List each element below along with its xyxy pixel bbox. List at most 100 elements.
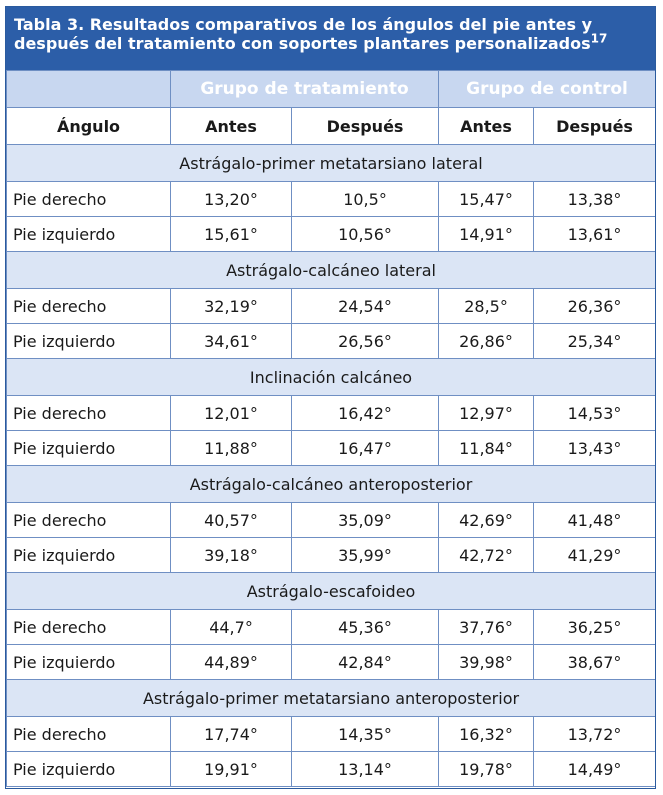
cell-control-after: 26,36°: [533, 288, 655, 324]
cell-treatment-after: 42,84°: [290, 644, 440, 680]
column-header-treatment-before: Antes: [170, 107, 292, 145]
column-header-angle: Ángulo: [6, 107, 171, 145]
group-header-blank: [6, 70, 171, 108]
table-row: Pie izquierdo 39,18° 35,99° 42,72° 41,29°: [6, 537, 655, 573]
table-row: Pie derecho 32,19° 24,54° 28,5° 26,36°: [6, 288, 655, 324]
table-frame: Tabla 3. Resultados comparativos de los …: [5, 6, 656, 789]
table-row: Pie izquierdo 44,89° 42,84° 39,98° 38,67°: [6, 644, 655, 680]
cell-control-before: 26,86°: [438, 323, 535, 359]
cell-treatment-after: 13,14°: [290, 751, 440, 787]
column-header-control-after: Después: [533, 107, 655, 145]
cell-treatment-after: 24,54°: [290, 288, 440, 324]
table-row: Pie izquierdo 15,61° 10,56° 14,91° 13,61°: [6, 216, 655, 252]
cell-treatment-before: 19,91°: [170, 751, 292, 787]
cell-treatment-before: 32,19°: [170, 288, 292, 324]
cell-control-after: 13,72°: [533, 716, 655, 752]
section-title: Astrágalo-escafoideo: [6, 572, 655, 610]
section-header-row: Inclinación calcáneo: [6, 358, 655, 396]
section-title: Astrágalo-calcáneo lateral: [6, 251, 655, 289]
cell-treatment-before: 13,20°: [170, 181, 292, 217]
group-control-header: Grupo de control: [438, 70, 655, 108]
table-row: Pie derecho 40,57° 35,09° 42,69° 41,48°: [6, 502, 655, 538]
column-header-control-before: Antes: [438, 107, 535, 145]
cell-control-before: 37,76°: [438, 609, 535, 645]
table-title: Tabla 3. Resultados comparativos de los …: [6, 7, 655, 70]
cell-control-after: 13,61°: [533, 216, 655, 252]
section-header-row: Astrágalo-escafoideo: [6, 572, 655, 610]
section-title: Inclinación calcáneo: [6, 358, 655, 396]
cell-treatment-before: 44,89°: [170, 644, 292, 680]
table-row: Pie derecho 17,74° 14,35° 16,32° 13,72°: [6, 716, 655, 752]
row-label: Pie derecho: [6, 609, 171, 645]
cell-control-after: 14,49°: [533, 751, 655, 787]
results-table-body: Grupo de tratamiento Grupo de control Án…: [6, 70, 655, 787]
cell-control-before: 16,32°: [438, 716, 535, 752]
cell-treatment-after: 26,56°: [290, 323, 440, 359]
section-header-row: Astrágalo-primer metatarsiano lateral: [6, 144, 655, 182]
cell-treatment-before: 15,61°: [170, 216, 292, 252]
cell-control-after: 14,53°: [533, 395, 655, 431]
cell-control-after: 38,67°: [533, 644, 655, 680]
group-treatment-header: Grupo de tratamiento: [169, 70, 440, 108]
cell-treatment-after: 10,5°: [290, 181, 440, 217]
section-header-row: Astrágalo-calcáneo anteroposterior: [6, 465, 655, 503]
row-label: Pie izquierdo: [6, 751, 171, 787]
row-label: Pie derecho: [6, 502, 171, 538]
cell-control-before: 11,84°: [438, 430, 535, 466]
cell-treatment-before: 40,57°: [170, 502, 292, 538]
cell-treatment-before: 44,7°: [170, 609, 292, 645]
cell-control-after: 13,38°: [533, 181, 655, 217]
table-title-reference: 17: [590, 31, 608, 46]
section-title: Astrágalo-calcáneo anteroposterior: [6, 465, 655, 503]
cell-treatment-before: 17,74°: [170, 716, 292, 752]
cell-treatment-before: 39,18°: [170, 537, 292, 573]
cell-control-before: 15,47°: [438, 181, 535, 217]
table-row: Pie izquierdo 34,61° 26,56° 26,86° 25,34°: [6, 323, 655, 359]
cell-control-before: 39,98°: [438, 644, 535, 680]
table-row: Pie izquierdo 19,91° 13,14° 19,78° 14,49°: [6, 751, 655, 787]
cell-control-before: 14,91°: [438, 216, 535, 252]
results-table: Grupo de tratamiento Grupo de control Án…: [6, 70, 655, 787]
cell-treatment-after: 16,42°: [290, 395, 440, 431]
table-row: Pie derecho 44,7° 45,36° 37,76° 36,25°: [6, 609, 655, 645]
section-header-row: Astrágalo-primer metatarsiano anteropost…: [6, 679, 655, 717]
cell-treatment-after: 45,36°: [290, 609, 440, 645]
row-label: Pie izquierdo: [6, 537, 171, 573]
group-header-row: Grupo de tratamiento Grupo de control: [6, 70, 655, 108]
row-label: Pie izquierdo: [6, 216, 171, 252]
cell-treatment-after: 10,56°: [290, 216, 440, 252]
row-label: Pie derecho: [6, 716, 171, 752]
cell-treatment-after: 16,47°: [290, 430, 440, 466]
table-row: Pie derecho 12,01° 16,42° 12,97° 14,53°: [6, 395, 655, 431]
table-row: Pie derecho 13,20° 10,5° 15,47° 13,38°: [6, 181, 655, 217]
cell-control-before: 19,78°: [438, 751, 535, 787]
row-label: Pie izquierdo: [6, 323, 171, 359]
cell-control-before: 12,97°: [438, 395, 535, 431]
cell-treatment-before: 11,88°: [170, 430, 292, 466]
cell-control-before: 28,5°: [438, 288, 535, 324]
row-label: Pie derecho: [6, 395, 171, 431]
cell-treatment-after: 35,09°: [290, 502, 440, 538]
cell-treatment-before: 12,01°: [170, 395, 292, 431]
table-row: Pie izquierdo 11,88° 16,47° 11,84° 13,43°: [6, 430, 655, 466]
cell-treatment-before: 34,61°: [170, 323, 292, 359]
cell-control-after: 36,25°: [533, 609, 655, 645]
column-header-treatment-after: Después: [290, 107, 440, 145]
row-label: Pie derecho: [6, 288, 171, 324]
table-title-text: Tabla 3. Resultados comparativos de los …: [14, 15, 592, 53]
cell-control-after: 41,29°: [533, 537, 655, 573]
cell-control-after: 25,34°: [533, 323, 655, 359]
cell-control-before: 42,69°: [438, 502, 535, 538]
section-header-row: Astrágalo-calcáneo lateral: [6, 251, 655, 289]
column-header-row: Ángulo Antes Después Antes Después: [6, 107, 655, 145]
row-label: Pie izquierdo: [6, 644, 171, 680]
section-title: Astrágalo-primer metatarsiano lateral: [6, 144, 655, 182]
cell-control-after: 41,48°: [533, 502, 655, 538]
cell-control-after: 13,43°: [533, 430, 655, 466]
cell-treatment-after: 14,35°: [290, 716, 440, 752]
row-label: Pie izquierdo: [6, 430, 171, 466]
section-title: Astrágalo-primer metatarsiano anteropost…: [6, 679, 655, 717]
row-label: Pie derecho: [6, 181, 171, 217]
cell-control-before: 42,72°: [438, 537, 535, 573]
cell-treatment-after: 35,99°: [290, 537, 440, 573]
